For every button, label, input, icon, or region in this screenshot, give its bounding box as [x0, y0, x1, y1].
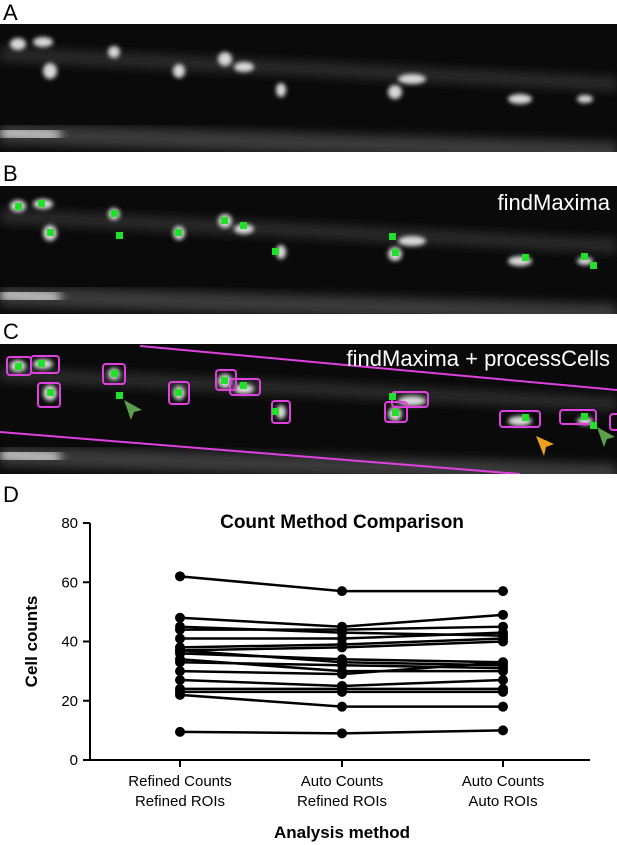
x-tick-label: Auto Counts Refined ROIs [297, 773, 387, 810]
panel-c-letter: C [3, 319, 19, 344]
y-tick-label: 0 [70, 752, 78, 769]
y-tick-label: 20 [61, 693, 78, 710]
micrograph-b: findMaxima [0, 186, 617, 314]
maxima-markers-c [15, 360, 597, 429]
green-arrowhead-icon [597, 427, 615, 447]
data-point [175, 621, 185, 632]
data-point [498, 725, 508, 736]
panel-d-letter: D [3, 482, 19, 507]
data-point [175, 612, 185, 623]
micrograph-c: findMaxima + processCells [0, 344, 617, 474]
data-point [498, 686, 508, 697]
y-tick-label: 40 [61, 634, 78, 651]
x-tick-label: Auto Counts Auto ROIs [462, 773, 545, 810]
data-point [175, 689, 185, 700]
data-point [498, 636, 508, 647]
data-point [175, 726, 185, 737]
data-point [175, 633, 185, 644]
data-point [175, 666, 185, 677]
panel-b-letter: B [3, 161, 18, 186]
data-point [175, 645, 185, 656]
orange-arrowhead-icon [536, 436, 554, 456]
data-point [337, 669, 347, 680]
data-point [498, 675, 508, 686]
data-point [337, 642, 347, 653]
roi-outlines [6, 355, 617, 431]
data-point [498, 666, 508, 677]
maxima-markers-b [15, 200, 597, 269]
y-tick-label: 60 [61, 574, 78, 591]
chart-title: Count Method Comparison [220, 512, 464, 533]
findmaxima-label: findMaxima [497, 190, 610, 215]
data-point [498, 586, 508, 597]
micrograph-a [0, 24, 617, 152]
findmaxima-processcells-label: findMaxima + processCells [346, 346, 610, 371]
data-point [337, 701, 347, 712]
panel-a-letter: A [3, 0, 18, 25]
count-comparison-chart: Count Method Comparison 0 20 40 60 80 Refined … [22, 512, 590, 842]
data-point [337, 728, 347, 739]
data-point [337, 586, 347, 597]
data-point [175, 571, 185, 582]
green-arrowhead-icon [124, 400, 142, 420]
data-point [498, 701, 508, 712]
data-point [175, 675, 185, 686]
x-tick-label: Refined Counts Refined ROIs [128, 773, 231, 810]
y-axis-label: Cell counts [22, 596, 41, 688]
data-point [337, 686, 347, 697]
data-point [498, 609, 508, 620]
data-point [175, 654, 185, 665]
x-axis-label: Analysis method [274, 823, 410, 842]
data-point [498, 657, 508, 668]
y-tick-label: 80 [61, 515, 78, 532]
